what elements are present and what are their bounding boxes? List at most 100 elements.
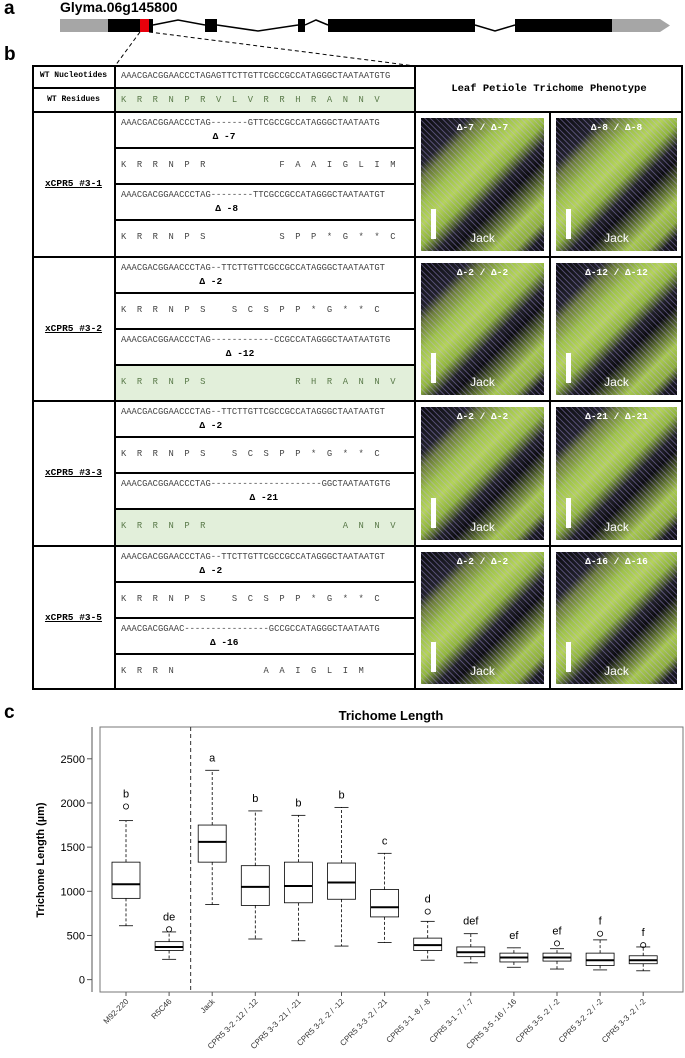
deletion-label: Δ -2: [199, 420, 223, 431]
table-cell: [115, 473, 415, 510]
photo-background: Jack: [470, 375, 495, 389]
photo-background: Jack: [604, 519, 629, 534]
phenotype-photo: [421, 262, 544, 395]
table-cell: [115, 292, 415, 329]
significance-letter: f: [599, 916, 603, 928]
y-tick-label: 2000: [61, 798, 85, 810]
scale-bar: [431, 208, 436, 239]
allele-nucleotides: AAACGACGGAAC----------------GCCGCCATAGGG…: [121, 623, 380, 634]
phenotype-photo: [556, 262, 677, 395]
scale-bar: [566, 642, 571, 672]
deletion-label: Δ -2: [199, 275, 223, 287]
panel-label: b: [4, 44, 16, 65]
significance-letter: ef: [509, 930, 519, 942]
table-cell: [115, 401, 415, 438]
photo-background: Jack: [470, 664, 495, 678]
outlier: [166, 926, 173, 933]
wt-residues: K R R N P R V L V R R H R A N N V: [121, 95, 380, 105]
x-tick-label: CPR5 3-2 -2 / -2: [557, 997, 605, 1045]
photo-genotype: Δ-12 / Δ-12: [585, 266, 648, 278]
genotype-name: xCPR5 #3-5: [44, 611, 102, 623]
exon: [108, 19, 142, 32]
panel-label: c: [4, 702, 15, 723]
allele-residues: K R R N P S S C S P P * G * * C: [121, 304, 380, 315]
significance-letter: a: [209, 752, 216, 764]
y-tick-label: 0: [79, 975, 85, 987]
allele-residues: K R R N P S S C S P P * G * * C: [121, 449, 380, 460]
table-cell: [32, 112, 115, 257]
photo-background: Jack: [604, 664, 629, 678]
outlier: [554, 940, 561, 947]
zoom-line: [148, 31, 416, 67]
phenotype-photo: [421, 118, 544, 251]
scale-bar: [431, 353, 436, 383]
utr: [60, 19, 110, 32]
intron: [474, 24, 516, 32]
x-tick-label: M92-220: [102, 997, 131, 1026]
allele-residues: K R R N P S S P P * G * * C: [121, 232, 396, 243]
x-tick-label: CPR5 3-1 -7 / -7: [428, 997, 476, 1045]
significance-letter: ef: [552, 925, 562, 937]
scale-bar: [566, 208, 571, 239]
photo-background: Jack: [604, 375, 629, 389]
photo-genotype: Δ-21 / Δ-21: [585, 411, 648, 422]
table-cell: [32, 401, 115, 546]
x-tick-label: CPR5 3-5 -2 / -2: [514, 997, 562, 1045]
phenotype-photo: [556, 118, 677, 251]
allele-nucleotides: AAACGACGGAACCCTAG--TTCTTGTTCGCCGCCATAGGG…: [121, 551, 385, 562]
photo-genotype: Δ-2 / Δ-2: [456, 411, 509, 422]
significance-letter: c: [382, 835, 388, 847]
significance-letter: b: [295, 797, 301, 809]
deletion-label: Δ -8: [215, 203, 239, 215]
deletion-label: Δ -12: [225, 347, 255, 359]
exon: [205, 19, 217, 32]
exon: [328, 19, 475, 32]
significance-letter: d: [425, 894, 431, 906]
phenotype-photo: [556, 551, 677, 684]
significance-letter: b: [252, 793, 258, 805]
plot-frame: [99, 726, 684, 993]
photo-background: Jack: [604, 230, 629, 245]
box: [370, 889, 400, 918]
deletion-label: Δ -2: [199, 564, 223, 576]
significance-letter: f: [642, 927, 646, 939]
scale-bar: [431, 497, 436, 528]
genotype-name: xCPR5 #3-1: [44, 178, 102, 190]
allele-nucleotides: AAACGACGGAACCCTAG---------------------GG…: [121, 479, 391, 490]
header-label: WT Residues: [47, 95, 100, 104]
y-tick-label: 1000: [61, 886, 85, 898]
table-cell: [32, 545, 115, 690]
allele-nucleotides: AAACGACGGAACCCTAG--------TTCGCCGCCATAGGG…: [121, 190, 385, 201]
y-tick-label: 500: [67, 930, 85, 942]
table-cell: [32, 88, 115, 112]
box: [111, 861, 141, 899]
y-tick-label: 1500: [61, 842, 85, 854]
table-cell: [115, 112, 415, 149]
table-cell: [115, 184, 415, 221]
allele-residues: K R R N P R A N N V: [121, 521, 396, 532]
table-cell: [32, 256, 115, 401]
significance-letter: b: [338, 789, 344, 801]
intron: [216, 24, 299, 32]
table-cell: [115, 88, 415, 112]
box: [327, 862, 356, 900]
outlier: [597, 930, 604, 937]
significance-letter: de: [163, 911, 175, 923]
chart-title: Trichome Length: [339, 708, 444, 723]
allele-residues: K R R N P S R H R A N N V: [121, 376, 396, 387]
scale-bar: [431, 642, 436, 672]
zoom-line: [114, 31, 141, 67]
photo-background: Jack: [470, 519, 495, 534]
table-cell: [115, 509, 415, 546]
table-cell: [115, 437, 415, 474]
outlier: [640, 942, 647, 949]
phenotype-header: Leaf Petiole Trichome Phenotype: [451, 83, 647, 95]
y-tick-label: 2500: [61, 754, 85, 766]
allele-nucleotides: AAACGACGGAACCCTAG------------CCGCCATAGGG…: [121, 334, 391, 345]
exon: [298, 19, 305, 32]
allele-residues: K R R N P S S C S P P * G * * C: [121, 593, 380, 604]
panel-label: a: [4, 0, 15, 19]
x-tick-label: Jack: [199, 996, 218, 1015]
